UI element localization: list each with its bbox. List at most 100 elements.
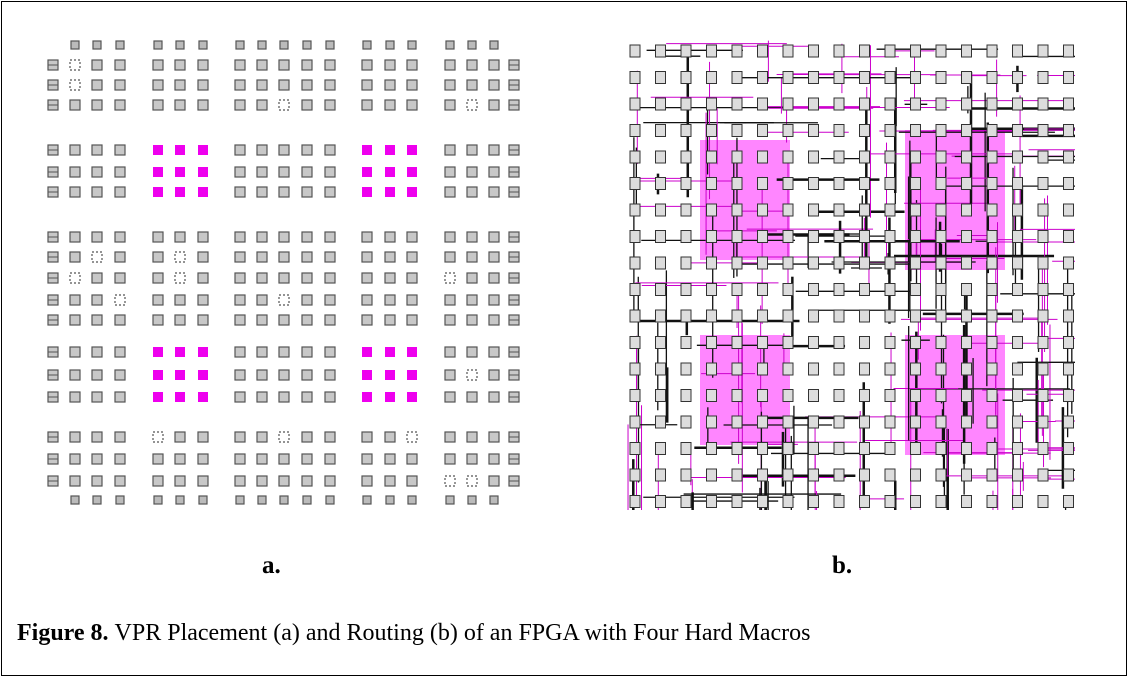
logic-block xyxy=(783,337,793,349)
logic-block xyxy=(732,125,742,137)
io-pad xyxy=(326,41,334,49)
logic-block xyxy=(885,151,895,163)
logic-block xyxy=(70,392,80,402)
logic-block xyxy=(681,231,691,243)
io-pad xyxy=(363,41,371,49)
logic-block xyxy=(1038,390,1048,402)
logic-block xyxy=(325,454,335,464)
logic-block xyxy=(198,476,208,486)
logic-block xyxy=(302,232,312,242)
logic-block xyxy=(279,295,289,305)
logic-block xyxy=(732,469,742,481)
io-pad xyxy=(236,41,244,49)
logic-block xyxy=(445,187,455,197)
io-pad xyxy=(176,496,184,504)
io-pad xyxy=(280,41,288,49)
hard-macro-block xyxy=(175,370,185,380)
hard-macro-block xyxy=(362,392,372,402)
logic-block xyxy=(630,443,640,455)
logic-block xyxy=(302,273,312,283)
logic-block xyxy=(362,60,372,70)
logic-block xyxy=(70,232,80,242)
logic-block xyxy=(860,231,870,243)
logic-block xyxy=(467,432,477,442)
logic-block xyxy=(153,476,163,486)
logic-block xyxy=(732,390,742,402)
logic-block xyxy=(656,363,666,375)
logic-block xyxy=(279,476,289,486)
logic-block xyxy=(783,310,793,322)
logic-block xyxy=(92,392,102,402)
logic-block xyxy=(732,337,742,349)
hard-macro-block xyxy=(407,347,417,357)
logic-block xyxy=(198,432,208,442)
logic-block xyxy=(860,257,870,269)
logic-block xyxy=(885,231,895,243)
logic-block xyxy=(1064,337,1074,349)
logic-block xyxy=(445,167,455,177)
logic-block xyxy=(325,392,335,402)
logic-block xyxy=(936,390,946,402)
logic-block xyxy=(681,337,691,349)
logic-block xyxy=(235,392,245,402)
logic-block xyxy=(630,204,640,216)
logic-block xyxy=(92,60,102,70)
hard-macro-block xyxy=(407,167,417,177)
logic-block xyxy=(885,337,895,349)
logic-block xyxy=(936,469,946,481)
hard-macro-block xyxy=(362,145,372,155)
logic-block xyxy=(279,347,289,357)
logic-block xyxy=(92,432,102,442)
logic-block xyxy=(783,363,793,375)
logic-block xyxy=(936,72,946,84)
logic-block xyxy=(681,416,691,428)
hard-macro-block xyxy=(362,187,372,197)
logic-block xyxy=(70,295,80,305)
logic-block xyxy=(257,60,267,70)
logic-block xyxy=(987,231,997,243)
logic-block xyxy=(758,257,768,269)
logic-block xyxy=(860,72,870,84)
io-pad xyxy=(199,496,207,504)
logic-block xyxy=(489,80,499,90)
logic-block xyxy=(630,363,640,375)
io-pad xyxy=(468,496,476,504)
hard-macro-block xyxy=(385,370,395,380)
logic-block xyxy=(987,390,997,402)
logic-block xyxy=(681,98,691,110)
logic-block xyxy=(1064,72,1074,84)
logic-block xyxy=(656,390,666,402)
logic-block xyxy=(681,443,691,455)
logic-block xyxy=(911,257,921,269)
logic-block xyxy=(860,125,870,137)
logic-block xyxy=(1038,178,1048,190)
logic-block xyxy=(885,72,895,84)
logic-block xyxy=(257,454,267,464)
logic-block xyxy=(257,476,267,486)
logic-block xyxy=(489,60,499,70)
logic-block xyxy=(630,496,640,508)
logic-block xyxy=(279,370,289,380)
logic-block xyxy=(885,98,895,110)
logic-block xyxy=(758,72,768,84)
hard-macro-block xyxy=(198,187,208,197)
logic-block xyxy=(656,257,666,269)
logic-block xyxy=(1064,231,1074,243)
logic-block xyxy=(809,337,819,349)
logic-block xyxy=(1013,151,1023,163)
logic-block xyxy=(962,72,972,84)
logic-block xyxy=(962,178,972,190)
logic-block xyxy=(235,252,245,262)
logic-block xyxy=(153,315,163,325)
logic-block xyxy=(92,100,102,110)
logic-block xyxy=(467,370,477,380)
logic-block xyxy=(70,273,80,283)
logic-block xyxy=(860,443,870,455)
logic-block xyxy=(198,80,208,90)
logic-block xyxy=(962,204,972,216)
logic-block xyxy=(732,257,742,269)
logic-block xyxy=(257,252,267,262)
logic-block xyxy=(834,151,844,163)
logic-block xyxy=(467,167,477,177)
logic-block xyxy=(175,60,185,70)
